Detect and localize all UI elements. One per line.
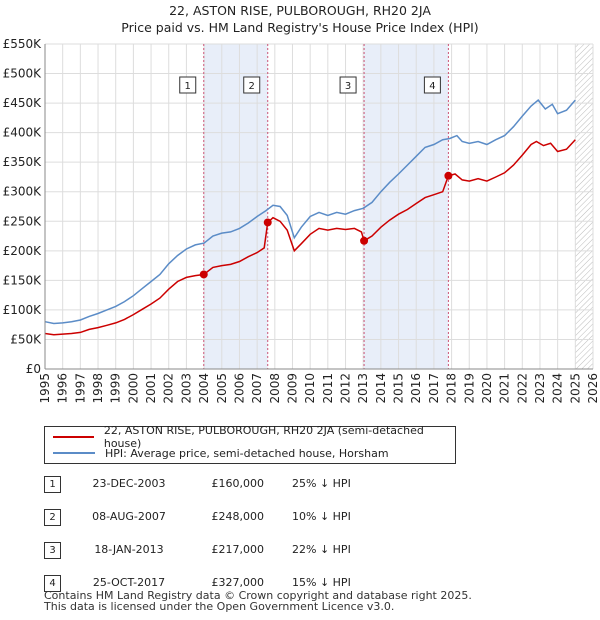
- y-tick-label: £100K: [3, 303, 43, 317]
- sale-label-box: [243, 76, 261, 94]
- property-price-line: [44, 139, 576, 336]
- sale-number-badge: 3: [44, 542, 61, 559]
- legend-item-hpi: HPI: Average price, semi-detached house,…: [53, 445, 389, 461]
- x-tick-label: 2021: [498, 373, 512, 404]
- title-line-1: 22, ASTON RISE, PULBOROUGH, RH20 2JA: [169, 3, 431, 18]
- x-tick-label: 2006: [232, 373, 246, 404]
- legend-item-property: 22, ASTON RISE, PULBOROUGH, RH20 2JA (se…: [53, 424, 455, 450]
- table-row: 4 25-OCT-2017 £327,000 15% ↓ HPI: [44, 573, 374, 593]
- x-tick-label: 2002: [162, 373, 176, 404]
- x-tick-label: 2015: [392, 373, 406, 404]
- x-tick-label: 1996: [56, 373, 70, 404]
- x-tick-label: 2012: [339, 373, 353, 404]
- sale-price: £327,000: [211, 576, 265, 589]
- sale-hpi-diff: 15% ↓ HPI: [292, 576, 351, 589]
- table-row: 2 08-AUG-2007 £248,000 10% ↓ HPI: [44, 507, 374, 527]
- x-tick-label: 1995: [38, 373, 52, 404]
- y-tick-label: £250K: [3, 214, 43, 228]
- plot-background: [45, 44, 593, 369]
- y-tick-label: £50K: [10, 332, 42, 346]
- sale-number-badge: 1: [44, 476, 61, 493]
- y-tick-label: £300K: [3, 185, 43, 199]
- sale-number-badge: 4: [44, 575, 61, 592]
- y-tick-label: £500K: [3, 67, 43, 81]
- y-tick-label: £350K: [3, 155, 43, 169]
- footer-note: Contains HM Land Registry data © Crown c…: [44, 590, 472, 612]
- x-tick-label: 2014: [374, 373, 388, 404]
- x-tick-label: 2004: [197, 373, 211, 404]
- table-row: 3 18-JAN-2013 £217,000 22% ↓ HPI: [44, 540, 374, 560]
- sale-marker: [360, 236, 369, 245]
- sale-marker: [263, 218, 272, 227]
- y-tick-label: £0: [26, 362, 41, 376]
- y-tick-label: £400K: [3, 126, 43, 140]
- x-tick-label: 2001: [144, 373, 158, 404]
- x-tick-label: 2026: [586, 373, 600, 404]
- hpi-line: [44, 99, 576, 325]
- x-tick-label: 2017: [427, 373, 441, 404]
- sale-date: 23-DEC-2003: [92, 477, 166, 490]
- x-tick-label: 1998: [91, 373, 105, 404]
- x-tick-label: 1999: [109, 373, 123, 404]
- x-tick-label: 2018: [445, 373, 459, 404]
- sale-price: £160,000: [211, 477, 265, 490]
- sale-label-number: 4: [429, 81, 435, 92]
- x-tick-label: 2000: [126, 373, 140, 404]
- sale-label-box: [339, 76, 357, 94]
- x-tick-label: 2019: [462, 373, 476, 404]
- sale-hpi-diff: 10% ↓ HPI: [292, 510, 351, 523]
- sale-hpi-diff: 25% ↓ HPI: [292, 477, 351, 490]
- x-tick-label: 2025: [568, 373, 582, 404]
- sale-hpi-diff: 22% ↓ HPI: [292, 543, 351, 556]
- x-tick-label: 2010: [303, 373, 317, 404]
- sale-label-box: [423, 76, 441, 94]
- x-tick-label: 2009: [285, 373, 299, 404]
- legend-label-property: 22, ASTON RISE, PULBOROUGH, RH20 2JA (se…: [103, 424, 424, 450]
- x-tick-label: 2005: [215, 373, 229, 404]
- x-tick-label: 2022: [515, 373, 529, 404]
- sale-date: 08-AUG-2007: [92, 510, 166, 523]
- x-tick-label: 1997: [73, 373, 87, 404]
- footer-line-2: This data is licensed under the Open Gov…: [44, 600, 395, 613]
- table-row: 1 23-DEC-2003 £160,000 25% ↓ HPI: [44, 474, 374, 494]
- sale-date: 25-OCT-2017: [92, 576, 166, 589]
- y-tick-label: £550K: [3, 37, 43, 51]
- x-tick-label: 2024: [551, 373, 565, 404]
- y-tick-label: £450K: [3, 96, 43, 110]
- y-tick-label: £150K: [3, 273, 43, 287]
- sale-label-box: [179, 76, 197, 94]
- sale-price: £248,000: [211, 510, 265, 523]
- x-tick-label: 2007: [250, 373, 264, 404]
- chart-legend: 22, ASTON RISE, PULBOROUGH, RH20 2JA (se…: [44, 424, 456, 464]
- title-line-2: Price paid vs. HM Land Registry's House …: [121, 20, 479, 35]
- sale-date: 18-JAN-2013: [94, 543, 164, 556]
- legend-swatch-property: [53, 436, 94, 438]
- x-tick-label: 2016: [409, 373, 423, 404]
- x-tick-label: 2008: [268, 373, 282, 404]
- price-chart: 1 2 3 4 £0 £50K £100K £150K £200K £250K £300K £350…: [3, 37, 600, 404]
- x-tick-label: 2003: [179, 373, 193, 404]
- chart-title: 22, ASTON RISE, PULBOROUGH, RH20 2JA Pri…: [0, 2, 600, 36]
- x-tick-label: 2013: [356, 373, 370, 404]
- x-tick-label: 2020: [480, 373, 494, 404]
- legend-label-hpi: HPI: Average price, semi-detached house,…: [105, 446, 389, 460]
- footer-line-1: Contains HM Land Registry data © Crown c…: [44, 589, 472, 602]
- sale-price: £217,000: [211, 543, 265, 556]
- sale-marker: [199, 270, 208, 279]
- x-tick-label: 2011: [321, 373, 335, 404]
- sale-number-badge: 2: [44, 509, 61, 526]
- sale-label-number: 1: [185, 81, 191, 92]
- y-tick-label: £200K: [3, 244, 43, 258]
- sale-label-number: 2: [249, 81, 255, 92]
- sale-label-number: 3: [345, 81, 351, 92]
- legend-swatch-hpi: [53, 452, 95, 454]
- sale-marker: [444, 171, 453, 180]
- future-hatch: [575, 44, 593, 369]
- x-tick-label: 2023: [533, 373, 547, 404]
